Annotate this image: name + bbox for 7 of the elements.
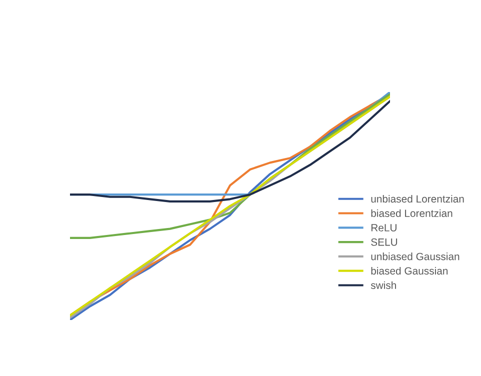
legend-label: unbiased Lorentzian — [371, 194, 464, 203]
legend-label: biased Gaussian — [371, 266, 448, 275]
legend-label: biased Lorentzian — [371, 209, 452, 217]
legend-label: unbiased Gaussian — [371, 252, 460, 260]
legend-label: ReLU — [371, 224, 396, 232]
legend-label: swish — [370, 281, 396, 289]
legend-label: SELU — [371, 238, 398, 246]
